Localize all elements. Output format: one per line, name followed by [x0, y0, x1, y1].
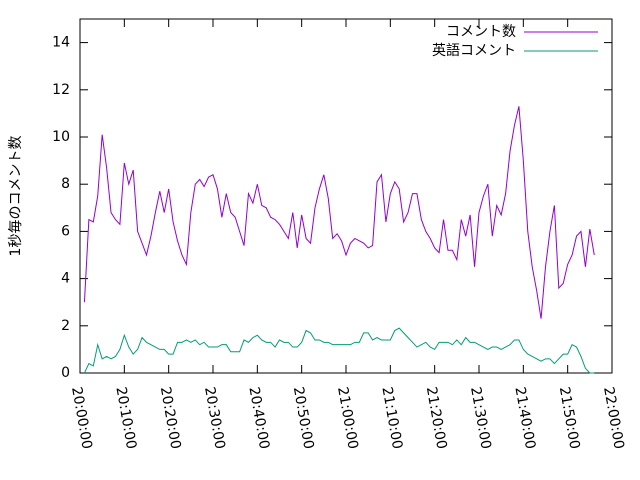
y-tick-label: 10: [52, 129, 70, 145]
x-tick-label: 20:20:00: [157, 386, 184, 451]
x-tick-label: 20:50:00: [290, 386, 317, 451]
x-tick-label: 21:40:00: [511, 386, 538, 451]
plot-border: [79, 18, 613, 374]
y-axis-label: 1秒毎のコメント数: [8, 136, 24, 257]
y-tick-label: 4: [61, 271, 70, 287]
y-tick-label: 2: [61, 318, 70, 334]
x-tick-label: 21:50:00: [556, 386, 583, 451]
y-tick-label: 8: [61, 176, 70, 192]
y-tick-label: 14: [52, 35, 70, 51]
x-tick-label: 20:30:00: [201, 386, 228, 451]
x-tick-label: 21:00:00: [334, 386, 361, 451]
x-tick-label: 20:40:00: [245, 386, 272, 451]
x-tick-label: 21:20:00: [423, 386, 450, 451]
x-tick-label: 22:00:00: [600, 386, 627, 451]
series-line: [83, 327, 595, 374]
y-tick-label: 12: [52, 82, 70, 98]
legend-label: コメント数: [446, 24, 516, 40]
series-line: [83, 106, 595, 319]
legend-label: 英語コメント: [432, 42, 516, 59]
y-tick-label: 6: [61, 223, 70, 239]
y-tick-label: 0: [61, 365, 70, 381]
x-tick-label: 20:00:00: [68, 386, 95, 451]
x-tick-label: 20:10:00: [112, 386, 139, 451]
x-tick-label: 21:10:00: [378, 386, 405, 451]
x-tick-label: 21:30:00: [467, 386, 494, 451]
